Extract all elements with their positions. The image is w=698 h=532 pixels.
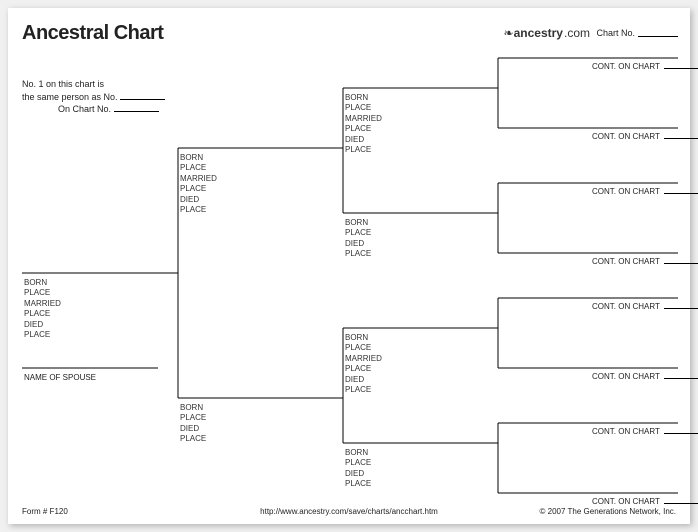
cont-on-chart-11: CONT. ON CHART <box>592 257 698 266</box>
cont-blank[interactable] <box>664 433 698 434</box>
person-7-fields: BORNPLACEDIEDPLACE <box>345 448 371 490</box>
cont-blank[interactable] <box>664 138 698 139</box>
cont-blank[interactable] <box>664 378 698 379</box>
cont-on-chart-13: CONT. ON CHART <box>592 372 698 381</box>
tree-lines <box>8 8 690 524</box>
cont-on-chart-15: CONT. ON CHART <box>592 497 698 506</box>
page: Ancestral Chart ❧ancestry.com Chart No. … <box>8 8 690 524</box>
person-3-fields: BORNPLACEDIEDPLACE <box>180 403 206 445</box>
cont-on-chart-12: CONT. ON CHART <box>592 302 698 311</box>
spouse-label: NAME OF SPOUSE <box>24 373 96 382</box>
person-6-fields: BORNPLACEMARRIEDPLACEDIEDPLACE <box>345 333 382 395</box>
cont-on-chart-8: CONT. ON CHART <box>592 62 698 71</box>
cont-blank[interactable] <box>664 68 698 69</box>
cont-on-chart-9: CONT. ON CHART <box>592 132 698 141</box>
person-2-fields: BORNPLACEMARRIEDPLACEDIEDPLACE <box>180 153 217 215</box>
cont-on-chart-14: CONT. ON CHART <box>592 427 698 436</box>
person-5-fields: BORNPLACEDIEDPLACE <box>345 218 371 260</box>
person-4-fields: BORNPLACEMARRIEDPLACEDIEDPLACE <box>345 93 382 155</box>
cont-blank[interactable] <box>664 503 698 504</box>
cont-on-chart-10: CONT. ON CHART <box>592 187 698 196</box>
person-1-fields: BORNPLACEMARRIEDPLACEDIEDPLACE <box>24 278 61 340</box>
cont-blank[interactable] <box>664 263 698 264</box>
cont-blank[interactable] <box>664 308 698 309</box>
footer-copyright: © 2007 The Generations Network, Inc. <box>540 507 676 516</box>
cont-blank[interactable] <box>664 193 698 194</box>
